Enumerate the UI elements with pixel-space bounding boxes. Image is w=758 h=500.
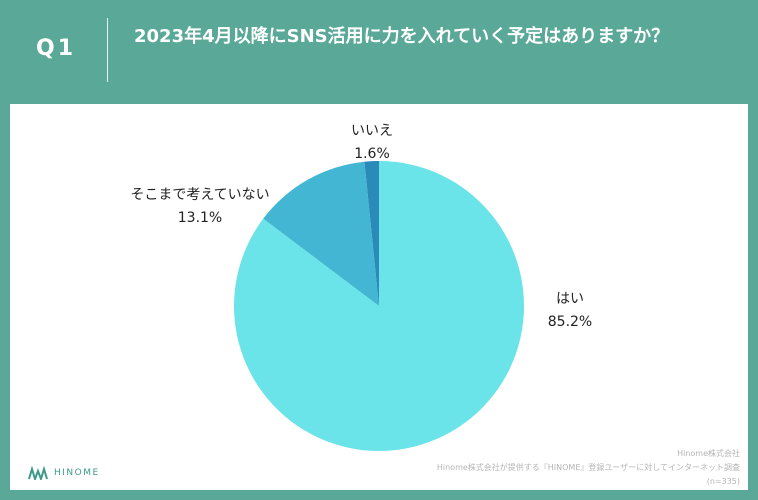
header-divider bbox=[107, 18, 108, 82]
source-line-sample: (n=335) bbox=[706, 477, 740, 486]
slice-label-1: はい bbox=[556, 291, 584, 307]
logo-text: HINOME bbox=[54, 468, 100, 478]
header: Q1 2023年4月以降にSNS活用に力を入れていく予定はありますか？ bbox=[0, 0, 758, 104]
pie-chart: はい 85.2% そこまで考えていない 13.1% いいえ 1.6% bbox=[130, 123, 592, 451]
pie-slice-3 bbox=[364, 161, 379, 306]
slice-label-3: いいえ bbox=[351, 123, 393, 139]
chart-panel: はい 85.2% そこまで考えていない 13.1% いいえ 1.6% bbox=[10, 104, 748, 490]
source-line-survey: Hinome株式会社が提供する『HINOME』登録ユーザーに対してインターネット… bbox=[436, 463, 740, 472]
pie-slice-2 bbox=[263, 161, 379, 306]
slice-value-2: 13.1% bbox=[178, 210, 222, 226]
hinome-logo: HINOME bbox=[28, 466, 100, 480]
question-title: 2023年4月以降にSNS活用に力を入れていく予定はありますか？ bbox=[134, 26, 670, 47]
source-line-company: Hinome株式会社 bbox=[677, 449, 740, 458]
hinome-logo-icon bbox=[28, 466, 48, 480]
source-note: Hinome株式会社 Hinome株式会社が提供する『HINOME』登録ユーザー… bbox=[437, 447, 740, 489]
slice-value-3: 1.6% bbox=[354, 146, 390, 162]
slice-label-2: そこまで考えていない bbox=[130, 187, 269, 203]
question-number: Q1 bbox=[36, 36, 77, 61]
slice-value-1: 85.2% bbox=[548, 314, 592, 330]
